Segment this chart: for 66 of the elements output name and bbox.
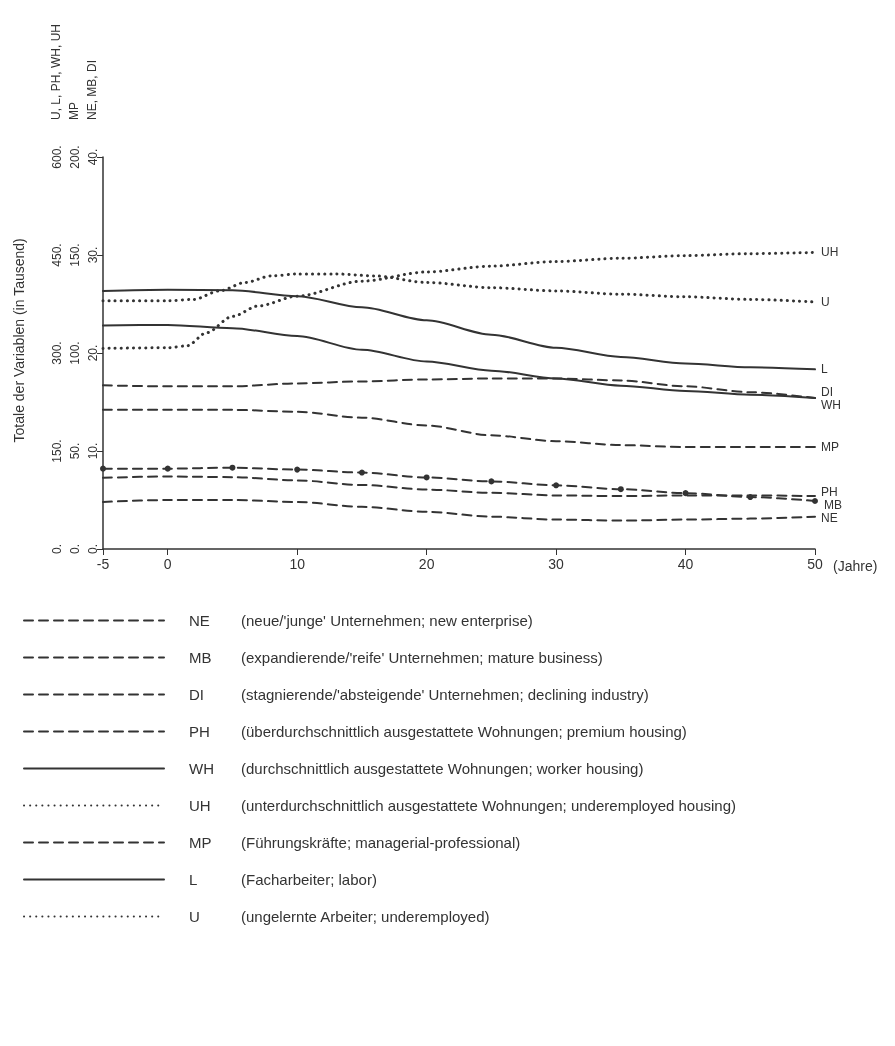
y3-tick-label: 40. (86, 148, 100, 166)
y-tick-label: 450. (50, 243, 64, 267)
y3-tick-label: 0. (86, 543, 100, 555)
y-axis-title: U, L, PH, WH, UH (49, 23, 63, 120)
point (488, 478, 495, 485)
y2-axis-title: MP (67, 102, 81, 120)
text: (unterdurchschnittlich ausgestattete Wohnungen; underemployed housing) (241, 797, 737, 814)
point (358, 469, 365, 476)
point (423, 474, 430, 481)
text: DI (189, 686, 204, 703)
text: L (189, 871, 198, 888)
series-label: NE (821, 510, 838, 525)
series-label: WH (821, 397, 841, 412)
y-tick-label: 0. (50, 543, 64, 555)
y2-tick-label: 200. (68, 145, 82, 169)
x-tick-label: 50 (807, 556, 823, 572)
text: (neue/'junge' Unternehmen; new enterprise) (241, 612, 533, 629)
x-axis-title: (Jahre) (833, 558, 878, 574)
text: Totale der Variablen (in Tausend) (11, 238, 27, 443)
series-label: MP (821, 440, 839, 455)
text: NE (189, 612, 210, 629)
x-tick-label: 40 (677, 556, 694, 572)
text: UH (189, 797, 211, 814)
y2-tick-label: 0. (68, 543, 82, 555)
text: (expandierende/'reife' Unternehmen; mature business) (241, 649, 603, 666)
series-label: PH (821, 484, 838, 499)
point (553, 482, 560, 489)
series-label: DI (821, 384, 833, 399)
point (617, 486, 624, 493)
y3-tick-label: 30. (86, 246, 100, 264)
y-tick-label: 600. (50, 145, 64, 169)
y-tick-label: 150. (50, 439, 64, 463)
series-label: L (821, 362, 828, 377)
point (164, 465, 171, 472)
x-tick-label: 30 (548, 556, 565, 572)
y-tick-label: 300. (50, 341, 64, 365)
series-label: U (821, 295, 830, 310)
y2-tick-label: 100. (68, 341, 82, 365)
y2-tick-label: 150. (68, 243, 82, 267)
y3-tick-label: 10. (86, 442, 100, 460)
y3-tick-label: 20. (86, 344, 100, 362)
point (812, 497, 818, 504)
text: (Führungskräfte; managerial-professional) (241, 834, 521, 851)
y2-tick-label: 50. (68, 442, 82, 460)
point (229, 464, 236, 471)
text: WH (189, 760, 214, 777)
text: (ungelernte Arbeiter; underemployed) (241, 908, 490, 925)
text: U (189, 908, 200, 925)
point (294, 466, 301, 473)
point (747, 494, 754, 501)
series-label: MB (824, 497, 842, 512)
text: MP (189, 834, 212, 851)
text: (stagnierende/'absteigende' Unternehmen; declining industry) (241, 686, 649, 703)
text: (überdurchschnittlich ausgestattete Wohnungen; premium housing) (241, 723, 687, 740)
x-tick-label: 10 (289, 556, 306, 572)
y3-axis-title: NE, MB, DI (85, 59, 99, 120)
text: (Facharbeiter; labor) (241, 871, 377, 888)
point (100, 465, 106, 472)
x-tick-label: -5 (96, 556, 110, 572)
point (682, 490, 689, 497)
text: PH (189, 723, 210, 740)
text: MB (189, 649, 212, 666)
series-label: UH (821, 245, 839, 260)
x-tick-label: 0 (163, 556, 172, 572)
text: (durchschnittlich ausgestattete Wohnungen; worker housing) (241, 760, 644, 777)
x-tick-label: 20 (418, 556, 435, 572)
